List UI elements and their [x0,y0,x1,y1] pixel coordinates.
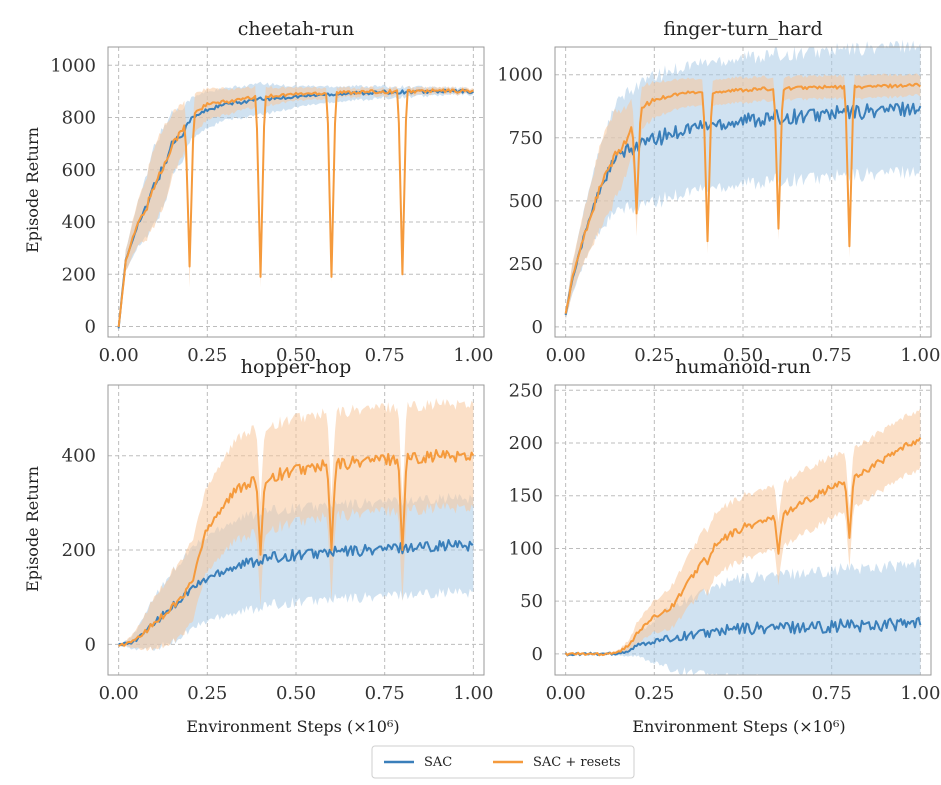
plot-frame [554,384,932,676]
x-tick-label: 0.00 [546,345,586,366]
legend: SAC SAC + resets [371,745,635,779]
y-tick-label: 0 [85,634,96,655]
y-tick-label: 250 [509,254,543,275]
y-tick-label: 0 [532,644,543,665]
x-tick-label: 0.25 [187,345,227,366]
y-tick-label: 100 [509,538,543,559]
panel-title: cheetah-run [238,18,355,40]
y-tick-label: 250 [509,380,543,401]
x-tick-label: 0.75 [365,345,405,366]
x-tick-label: 0.75 [812,683,852,704]
legend-label-sac: SAC [424,755,452,770]
series-line-sac-resets [564,437,922,657]
x-axis-label-left: Environment Steps (×10⁶) [186,717,399,736]
y-tick-label: 0 [532,317,543,338]
panel-title: hopper-hop [241,356,352,378]
series-line-sac [564,616,922,657]
y-tick-label: 200 [62,540,96,561]
x-tick-label: 0.50 [276,345,316,366]
y-tick-label: 200 [62,264,96,285]
y-tick-label: 800 [62,108,96,129]
x-tick-label: 1.00 [900,345,940,366]
panel-finger-turn-hard: 0.00 0.25 0.50 0.75 1.00 0 250 500 750 1000 finger… [497,18,940,366]
x-tick-label: 0.50 [723,345,763,366]
band-sac-resets [565,408,921,656]
y-tick-label: 50 [520,591,543,612]
series-line-sac [564,101,922,316]
x-tick-label: 0.25 [187,683,227,704]
plot-frame [107,384,485,676]
y-tick-label: 0 [85,317,96,338]
x-tick-label: 0.75 [365,683,405,704]
band-sac [118,492,474,651]
series-line-sac-resets [118,449,475,647]
x-tick-label: 0.00 [99,345,139,366]
y-tick-label: 400 [62,446,96,467]
panel-title: finger-turn_hard [663,18,822,40]
x-tick-label: 0.50 [276,683,316,704]
y-tick-label: 600 [62,160,96,181]
x-tick-label: 0.25 [634,683,674,704]
y-tick-label: 200 [509,433,543,454]
y-tick-label: 150 [509,486,543,507]
plot-frame [107,46,485,338]
x-tick-label: 0.00 [546,683,586,704]
x-tick-label: 0.25 [634,345,674,366]
series-line-sac [118,539,474,647]
band-sac [565,558,921,675]
x-tick-label: 0.00 [99,683,139,704]
x-tick-label: 1.00 [900,683,940,704]
y-axis-label-bottom: Episode Return [23,466,42,592]
x-tick-label: 1.00 [453,345,493,366]
y-tick-label: 400 [62,212,96,233]
x-axis-label-right: Environment Steps (×10⁶) [632,717,845,736]
legend-label-sac-resets: SAC + resets [533,755,621,770]
x-tick-label: 1.00 [453,683,493,704]
series-line-sac-resets [564,82,921,314]
panel-hopper-hop: 0.00 0.25 0.50 0.75 1.00 0 200 400 hopper-hop [62,356,494,704]
y-tick-label: 1000 [497,65,543,86]
y-axis-label-top: Episode Return [23,127,42,253]
panel-cheetah-run: 0.00 0.25 0.50 0.75 1.00 0 200 400 600 800 1000 che… [50,18,493,366]
series-line-sac-resets [117,88,474,328]
x-tick-label: 0.75 [812,345,852,366]
y-tick-label: 500 [509,191,543,212]
y-tick-label: 750 [509,128,543,149]
panel-title: humanoid-run [675,356,811,378]
x-tick-label: 0.50 [723,683,763,704]
y-tick-label: 1000 [50,55,96,76]
plot-frame [554,46,932,338]
panel-humanoid-run: 0.00 0.25 0.50 0.75 1.00 0 50 100 150 200 250 human… [509,356,941,704]
